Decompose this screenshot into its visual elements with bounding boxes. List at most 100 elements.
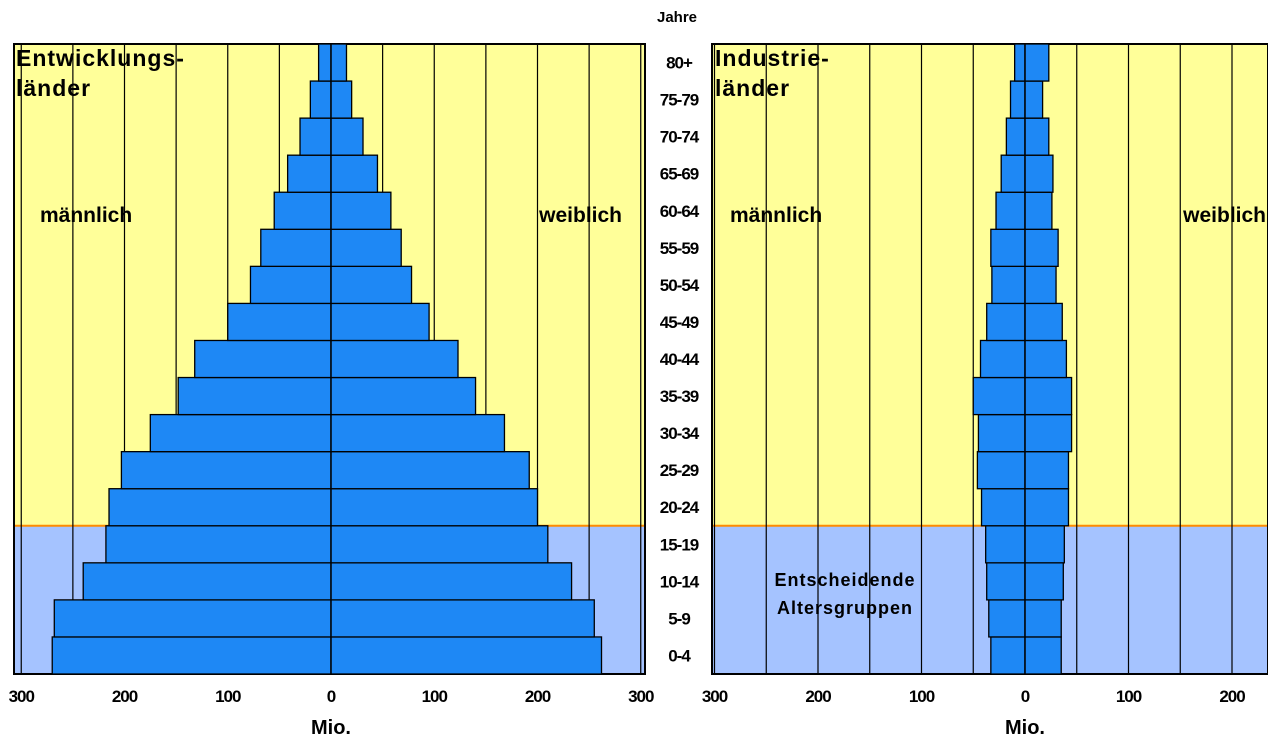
bar-male-40-44	[979, 339, 1026, 379]
bar-male-75-79	[1009, 80, 1026, 119]
bar-female-50-54	[1024, 265, 1057, 305]
x-tick-label: 100	[909, 687, 935, 706]
label-female: weiblich	[538, 204, 622, 227]
bar-female-60-64	[1024, 191, 1053, 230]
x-tick-label: 200	[805, 687, 831, 706]
bar-male-50-54	[249, 265, 332, 305]
bar-male-15-19	[105, 525, 332, 564]
bar-male-0-4	[990, 636, 1026, 675]
x-axis-unit-label: Mio.	[311, 717, 351, 739]
x-tick-label: 100	[422, 687, 448, 706]
x-tick-label: 300	[702, 687, 728, 706]
bar-female-80+	[1024, 43, 1050, 82]
bar-male-65-69	[286, 154, 332, 193]
bar-male-50-54	[991, 265, 1026, 305]
x-axis-unit-label: Mio.	[1005, 717, 1045, 739]
bar-male-70-74	[299, 117, 332, 156]
x-tick-label: 300	[628, 687, 654, 706]
bar-male-20-24	[108, 488, 332, 527]
bar-female-55-59	[330, 228, 402, 268]
bar-female-20-24	[1024, 488, 1070, 527]
bar-female-0-4	[1024, 636, 1062, 675]
bar-male-75-79	[309, 80, 332, 119]
panel-industrial-countries: Industrie-länder männlich weiblich Entschei…	[702, 43, 1268, 739]
bar-male-20-24	[980, 488, 1026, 527]
bar-female-60-64	[330, 191, 392, 230]
bar-female-35-39	[1024, 376, 1073, 416]
bar-male-80+	[1014, 43, 1026, 82]
age-axis-title: Jahre	[657, 9, 697, 26]
label-male: männlich	[40, 204, 132, 227]
panel-title-line: Industrie-	[715, 45, 830, 71]
bar-female-20-24	[330, 488, 539, 527]
age-group-label: 30-34	[660, 424, 700, 443]
plot-frame	[711, 43, 1268, 675]
age-group-label: 75-79	[660, 91, 699, 110]
bar-male-45-49	[227, 302, 332, 342]
bar-male-80+	[317, 43, 332, 82]
bar-male-55-59	[990, 228, 1026, 268]
x-tick-label: 300	[9, 687, 35, 706]
bar-male-0-4	[51, 636, 332, 675]
bar-male-5-9	[53, 599, 332, 638]
bar-female-30-34	[330, 413, 506, 453]
x-tick-label: 200	[1219, 687, 1245, 706]
bar-male-60-64	[995, 191, 1026, 230]
bar-female-35-39	[330, 376, 477, 416]
bar-female-70-74	[330, 117, 364, 156]
bar-female-70-74	[1024, 117, 1050, 156]
bar-male-25-29	[120, 450, 332, 490]
bar-male-60-64	[273, 191, 332, 230]
age-group-label: 80+	[666, 54, 693, 73]
panel-title-line: länder	[715, 75, 790, 101]
bar-male-65-69	[1000, 154, 1026, 193]
bar-female-45-49	[1024, 302, 1063, 342]
x-tick-label: 0	[1021, 687, 1030, 706]
bar-female-75-79	[1024, 80, 1044, 119]
label-male: männlich	[730, 204, 822, 227]
bar-male-55-59	[260, 228, 332, 268]
bar-male-5-9	[988, 599, 1026, 638]
age-group-label: 15-19	[660, 535, 699, 554]
bar-female-80+	[330, 43, 348, 82]
age-group-label: 45-49	[660, 313, 699, 332]
x-tick-label: 0	[327, 687, 336, 706]
age-group-label: 70-74	[660, 128, 700, 147]
bar-female-65-69	[1024, 154, 1054, 193]
bar-female-30-34	[1024, 413, 1073, 453]
bar-female-15-19	[1024, 525, 1065, 564]
x-tick-label: 200	[112, 687, 138, 706]
age-group-label: 5-9	[668, 609, 690, 628]
age-group-label: 60-64	[660, 202, 700, 221]
bar-male-70-74	[1005, 117, 1026, 156]
bar-female-40-44	[330, 339, 459, 379]
bar-male-30-34	[149, 413, 332, 453]
annotation-line: Altersgruppen	[777, 598, 913, 618]
age-group-label: 50-54	[660, 276, 700, 295]
age-group-label: 20-24	[660, 498, 700, 517]
age-group-label: 10-14	[660, 572, 700, 591]
bar-male-35-39	[972, 376, 1026, 416]
bar-female-5-9	[1024, 599, 1062, 638]
bar-male-10-14	[82, 562, 332, 601]
age-group-label: 0-4	[668, 646, 691, 665]
bar-male-25-29	[976, 450, 1026, 490]
age-group-label: 40-44	[660, 350, 700, 369]
bar-male-35-39	[177, 376, 332, 416]
annotation-line: Entscheidende	[774, 570, 915, 590]
bar-female-55-59	[1024, 228, 1059, 268]
bar-female-40-44	[1024, 339, 1068, 379]
age-group-label: 55-59	[660, 239, 699, 258]
bar-female-25-29	[330, 450, 530, 490]
age-group-label: 65-69	[660, 165, 699, 184]
bar-male-40-44	[194, 339, 332, 379]
x-tick-label: 100	[1116, 687, 1142, 706]
bar-female-45-49	[330, 302, 430, 342]
bar-female-75-79	[330, 80, 353, 119]
age-group-label: 25-29	[660, 461, 699, 480]
label-female: weiblich	[1182, 204, 1266, 227]
age-group-label: 35-39	[660, 387, 699, 406]
bar-male-45-49	[986, 302, 1026, 342]
panel-developing-countries: Entwicklungs-länder männlich weiblich 300 20…	[9, 43, 655, 739]
